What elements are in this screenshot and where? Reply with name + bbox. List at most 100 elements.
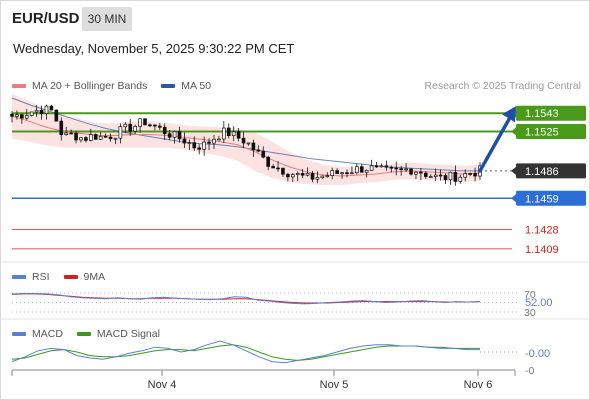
candle [69, 132, 73, 135]
candle [350, 172, 354, 175]
legend-label-rsi: RSI [32, 271, 50, 283]
candle [310, 173, 315, 180]
candle [330, 170, 335, 176]
candle [251, 142, 256, 151]
candle [286, 173, 290, 178]
candle [74, 132, 78, 141]
candle [453, 171, 458, 182]
candle [448, 171, 453, 181]
candle [64, 132, 69, 136]
candle [59, 120, 64, 136]
candle [423, 172, 428, 177]
legend-label-macd-signal: MACD Signal [96, 328, 160, 340]
candle [419, 171, 423, 174]
candle [463, 173, 468, 178]
level-tag-pointer [511, 194, 516, 203]
candle [261, 150, 266, 158]
candle [29, 111, 34, 116]
candle [192, 142, 197, 149]
legend-item-macd-signal: MACD Signal [76, 328, 160, 340]
candle [39, 109, 44, 114]
candle [394, 167, 399, 170]
candle [133, 126, 137, 132]
candle [15, 114, 19, 117]
candle [148, 124, 152, 127]
candle [345, 172, 349, 175]
candle [162, 126, 167, 135]
candle [89, 134, 93, 141]
candle [212, 138, 216, 144]
forecast-arrow [478, 117, 511, 173]
candle [231, 131, 236, 136]
candle [364, 170, 369, 173]
legend-item-macd: MACD [12, 328, 63, 340]
candle [320, 175, 325, 178]
candle [256, 149, 261, 152]
legend-item-ma20: MA 20 + Bollinger Bands [12, 80, 147, 92]
candle [34, 109, 39, 113]
candle [24, 115, 29, 119]
rsi-ma9-line [11, 293, 481, 304]
candle [79, 137, 83, 141]
rsi-tick-30: 30 [524, 307, 536, 319]
candle [404, 168, 408, 171]
candle [300, 173, 305, 176]
legend-swatch-9ma [63, 275, 78, 279]
legend-item-9ma: 9MA [63, 271, 106, 283]
candle [54, 109, 59, 122]
candle [113, 137, 118, 140]
x-axis-label: Nov 6 [464, 379, 493, 391]
candle [335, 170, 339, 174]
main-legend: MA 20 + Bollinger Bands MA 50 [12, 80, 225, 92]
candle [315, 177, 320, 180]
candle [379, 165, 384, 168]
candle [473, 173, 477, 177]
level-label: 1.1543 [525, 108, 559, 120]
legend-swatch-rsi [12, 275, 26, 279]
legend-label-9ma: 9MA [83, 271, 106, 283]
level-label: 1.1459 [525, 193, 559, 205]
timeframe-button[interactable]: 30 MIN [82, 7, 132, 31]
datetime-label: Wednesday, November 5, 2025 9:30:22 PM C… [13, 41, 295, 56]
candle [295, 173, 300, 175]
candle [182, 138, 187, 144]
candle [438, 174, 443, 177]
candle [241, 137, 246, 144]
candle [93, 134, 98, 140]
legend-swatch-macd-signal [76, 332, 91, 336]
level-tag [516, 105, 586, 121]
candle [226, 127, 231, 136]
candle [325, 175, 330, 177]
candle [10, 113, 14, 117]
rsi-tick-70: 70 [524, 289, 536, 301]
forecast-arrowhead [502, 106, 516, 123]
credit-text: Research © 2025 Trading Central [424, 80, 581, 92]
candle [266, 156, 270, 167]
level-label: 1.1486 [525, 166, 559, 178]
candle [222, 127, 226, 140]
candle [340, 172, 344, 175]
legend-swatch-macd [12, 332, 26, 336]
candle [202, 141, 206, 150]
candle [389, 166, 394, 169]
candle [84, 137, 88, 141]
symbol-label: EUR/USD [12, 10, 80, 27]
level-label: 1.1409 [525, 244, 559, 256]
candle [217, 138, 221, 141]
legend-label-ma20: MA 20 + Bollinger Bands [32, 80, 148, 92]
macd-line [11, 340, 480, 364]
x-axis-label: Nov 5 [320, 379, 349, 391]
legend-item-ma50: MA 50 [161, 80, 211, 92]
candle [108, 136, 113, 140]
macd-tick: -0 [525, 365, 534, 377]
candle [399, 168, 403, 171]
legend-item-rsi: RSI [12, 271, 50, 283]
level-label: 1.1428 [525, 225, 559, 237]
candle [44, 105, 49, 114]
candle [290, 174, 295, 178]
candle [143, 118, 147, 126]
candle [359, 166, 364, 173]
candle [281, 167, 285, 175]
level-tag [516, 163, 586, 179]
